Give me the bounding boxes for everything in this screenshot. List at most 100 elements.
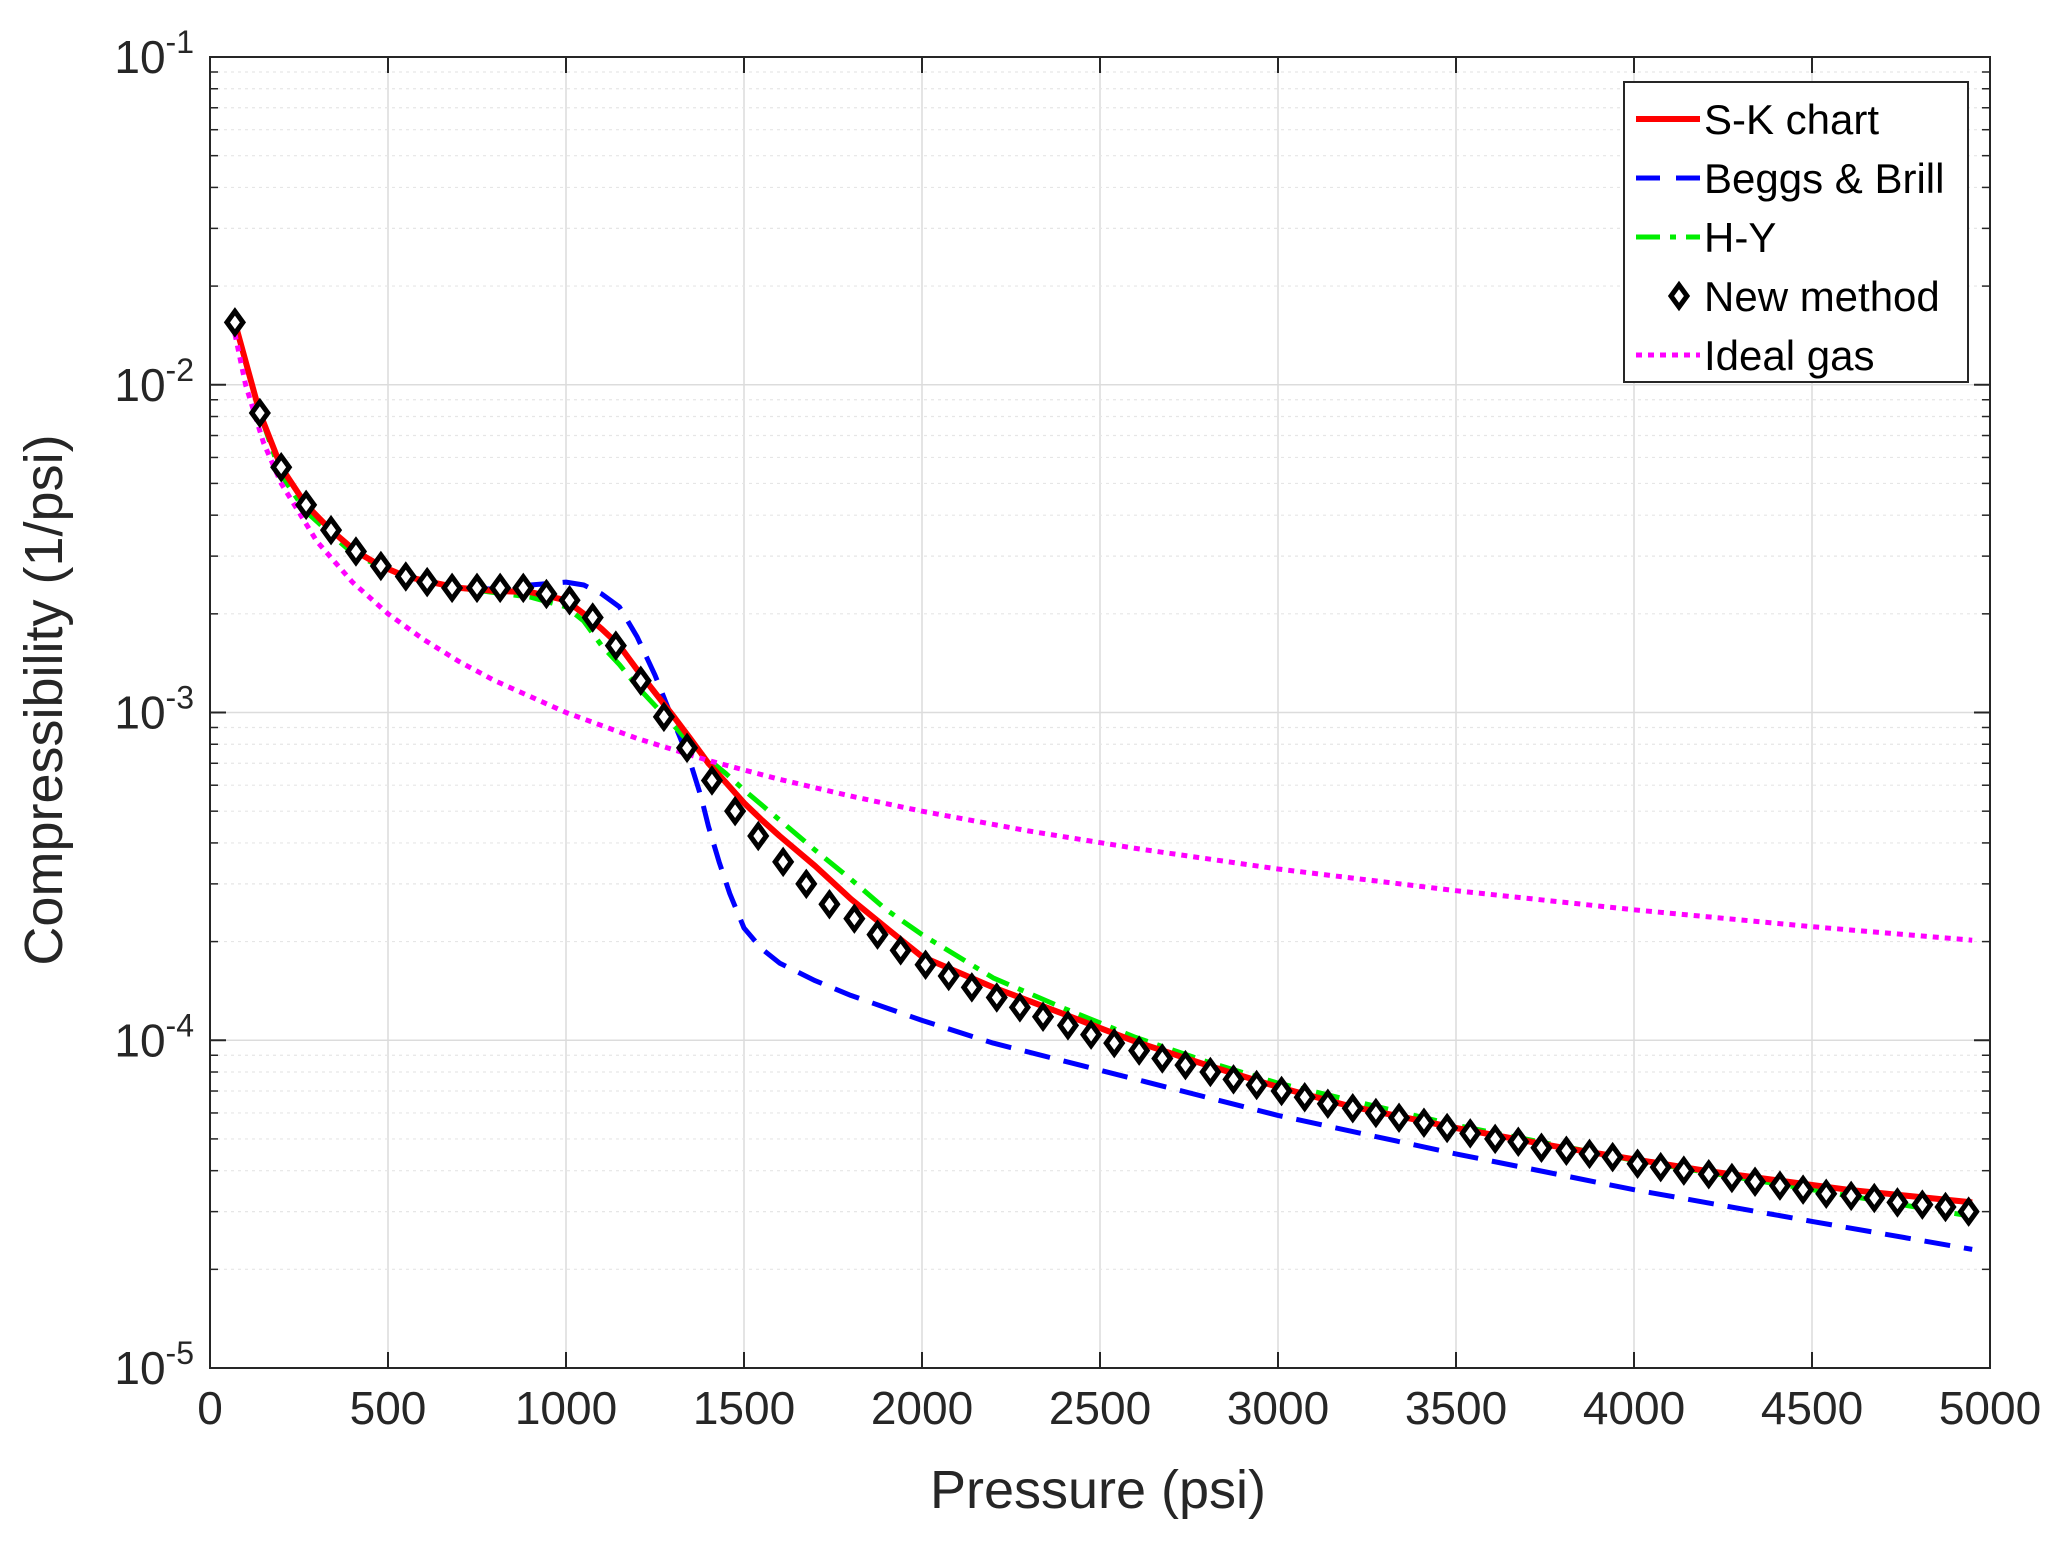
- data-point: [629, 665, 652, 696]
- data-point: [985, 982, 1008, 1013]
- data-point: [1957, 1196, 1980, 1227]
- x-tick-label: 1000: [515, 1382, 617, 1434]
- data-point: [914, 949, 937, 980]
- data-point: [1412, 1107, 1436, 1139]
- x-tick-label: 2500: [1049, 1382, 1151, 1434]
- data-point: [394, 561, 417, 592]
- legend-label: H-Y: [1704, 214, 1776, 261]
- x-tick-label: 3500: [1405, 1382, 1507, 1434]
- data-point: [1555, 1135, 1578, 1167]
- legend-label: S-K chart: [1704, 96, 1879, 143]
- data-point: [818, 888, 841, 920]
- data-point: [1578, 1138, 1601, 1170]
- series-new-method: [223, 307, 1980, 1227]
- data-point: [1626, 1148, 1649, 1179]
- legend-marker: [1667, 280, 1691, 312]
- data-point: [795, 868, 818, 900]
- y-tick-label: 10-5: [114, 1335, 194, 1394]
- legend-label: New method: [1704, 273, 1940, 320]
- x-tick-label: 5000: [1939, 1382, 2041, 1434]
- data-point: [1507, 1126, 1530, 1158]
- data-point: [1697, 1159, 1720, 1190]
- data-point: [1436, 1112, 1459, 1144]
- data-point: [1792, 1174, 1815, 1205]
- data-point: [535, 578, 558, 610]
- data-point: [369, 550, 392, 582]
- data-point: [772, 846, 795, 878]
- legend-entry-h-y: H-Y: [1636, 214, 1776, 261]
- data-point: [1008, 992, 1031, 1023]
- data-point: [1245, 1069, 1268, 1101]
- x-axis-label: Pressure (psi): [930, 1460, 1266, 1520]
- y-axis-label: Compressibility (1/psi): [14, 434, 74, 965]
- legend: S-K chart Beggs & Brill H-Y New method Ideal…: [1623, 81, 1969, 383]
- data-point: [1863, 1182, 1886, 1214]
- data-point: [1151, 1043, 1174, 1074]
- x-tick-label: 2000: [871, 1382, 973, 1434]
- data-point: [1293, 1082, 1316, 1113]
- legend-label: Ideal gas: [1704, 332, 1874, 379]
- data-point: [675, 732, 699, 764]
- data-point: [889, 935, 912, 966]
- data-point: [1672, 1155, 1695, 1186]
- data-point: [604, 630, 627, 661]
- data-point: [440, 572, 464, 604]
- series-line-s-k-chart: [232, 321, 1973, 1206]
- data-point: [1270, 1075, 1293, 1107]
- legend-entry-new-method: New method: [1667, 273, 1940, 320]
- data-point: [1103, 1027, 1126, 1059]
- y-tick-label: 10-1: [114, 24, 194, 83]
- x-tick-label: 1500: [693, 1382, 795, 1434]
- data-point: [1316, 1088, 1339, 1120]
- data-point: [1056, 1010, 1080, 1041]
- y-tick-label: 10-3: [114, 680, 194, 739]
- data-point: [1341, 1093, 1364, 1124]
- data-point: [248, 397, 271, 429]
- data-point: [1720, 1162, 1743, 1194]
- x-tick-label: 4500: [1761, 1382, 1863, 1434]
- x-tick-label: 500: [350, 1382, 427, 1434]
- data-point: [489, 572, 512, 604]
- data-point: [1815, 1178, 1838, 1210]
- data-point: [1199, 1056, 1222, 1088]
- data-point: [1840, 1180, 1863, 1212]
- data-point: [1886, 1187, 1909, 1218]
- data-point: [700, 765, 724, 796]
- legend-entry-ideal-gas: Ideal gas: [1636, 332, 1874, 379]
- data-point: [937, 960, 960, 992]
- data-point: [960, 972, 983, 1003]
- series-line-ideal-gas: [232, 333, 1973, 943]
- x-tick-label: 3000: [1227, 1382, 1329, 1434]
- data-point: [416, 566, 439, 598]
- data-point: [1768, 1170, 1792, 1201]
- data-point: [270, 452, 293, 483]
- y-tick-label: 10-4: [114, 1007, 194, 1066]
- data-point: [843, 903, 866, 934]
- data-point: [558, 585, 581, 616]
- data-point: [866, 919, 889, 950]
- data-point: [512, 572, 535, 604]
- data-point: [344, 536, 368, 567]
- data-point: [1530, 1132, 1553, 1163]
- data-point: [1743, 1166, 1767, 1198]
- tick-labels: 0 500 1000 1500 2000 2500 3000 3500 4000 4500 5000…: [114, 24, 2041, 1434]
- data-point: [1031, 1001, 1055, 1032]
- legend-entry-beggs-brill: Beggs & Brill: [1636, 155, 1944, 202]
- data-point: [581, 602, 604, 633]
- data-point: [1911, 1189, 1934, 1220]
- y-tick-label: 10-2: [114, 352, 194, 411]
- data-point: [1174, 1049, 1197, 1081]
- data-point: [1128, 1035, 1151, 1066]
- legend-box: [1623, 81, 1969, 383]
- data-point: [1459, 1118, 1482, 1149]
- data-point: [1364, 1097, 1387, 1129]
- data-point: [1649, 1151, 1672, 1183]
- legend-label: Beggs & Brill: [1704, 155, 1944, 202]
- data-point: [724, 795, 747, 827]
- data-point: [652, 701, 675, 733]
- series-line-h-y: [232, 321, 1973, 1219]
- data-point: [1222, 1064, 1245, 1095]
- data-point: [465, 572, 489, 604]
- series-layer: [223, 307, 1980, 1252]
